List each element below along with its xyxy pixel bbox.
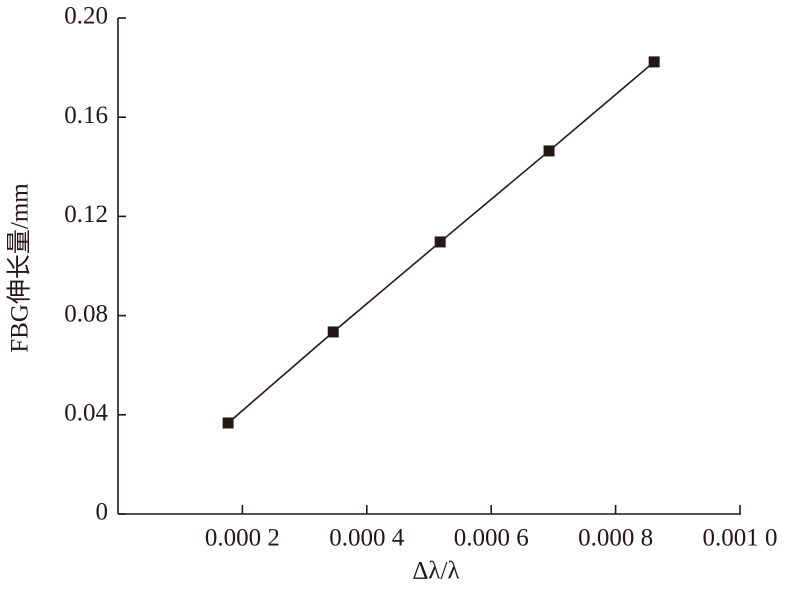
- x-tick-label: 0.000 4: [329, 525, 405, 552]
- x-tick-label: 0.001 0: [703, 525, 778, 552]
- y-tick-label: 0.12: [64, 201, 108, 228]
- x-tick-label: 0.000 2: [205, 525, 280, 552]
- y-axis-label: FBG伸长量/mm: [6, 183, 34, 353]
- y-tick-label: 0.16: [64, 102, 108, 129]
- data-point: [543, 145, 555, 157]
- data-point: [327, 326, 339, 338]
- x-axis-label: Δλ/λ: [412, 558, 459, 585]
- data-point: [434, 236, 446, 248]
- x-tick-label: 0.000 6: [454, 525, 529, 552]
- y-tick-label: 0.04: [64, 400, 108, 427]
- data-point: [648, 56, 660, 68]
- y-tick-label: 0: [96, 499, 109, 526]
- x-tick-label: 0.000 8: [578, 525, 653, 552]
- y-tick-label: 0.08: [64, 300, 108, 327]
- y-tick-label: 0.20: [64, 3, 108, 30]
- data-point: [222, 417, 234, 429]
